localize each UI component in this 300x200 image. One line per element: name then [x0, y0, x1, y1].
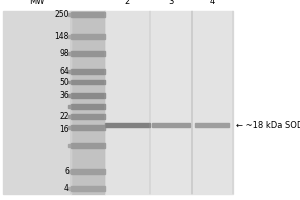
Bar	[70, 51, 105, 56]
Bar	[68, 144, 70, 147]
Bar	[68, 170, 70, 173]
Bar	[70, 93, 105, 98]
Bar	[192, 11, 232, 194]
Bar	[70, 125, 105, 130]
Bar	[68, 126, 70, 129]
Bar	[70, 69, 105, 74]
Bar	[70, 104, 105, 109]
Bar	[68, 52, 70, 55]
Bar	[68, 105, 70, 108]
Bar	[150, 11, 192, 194]
Text: 16: 16	[59, 125, 69, 134]
Text: ← ~18 kDa SOD1: ← ~18 kDa SOD1	[236, 121, 300, 130]
Text: 22: 22	[59, 112, 69, 121]
Bar	[105, 123, 150, 127]
Text: 250: 250	[55, 10, 69, 19]
Bar	[70, 12, 105, 17]
Text: 36: 36	[59, 91, 69, 100]
Text: 4: 4	[210, 0, 215, 6]
Bar	[70, 114, 105, 119]
Text: 98: 98	[59, 49, 69, 58]
Bar	[68, 187, 70, 190]
Bar	[68, 70, 70, 73]
Text: 2: 2	[125, 0, 130, 6]
Bar	[68, 94, 70, 97]
Text: 6: 6	[64, 167, 69, 176]
Bar	[68, 115, 70, 118]
Bar	[68, 81, 70, 83]
Bar	[105, 11, 150, 194]
Bar	[70, 143, 105, 148]
Text: 3: 3	[168, 0, 174, 6]
Bar	[70, 11, 105, 194]
Bar	[70, 80, 105, 84]
Bar	[68, 13, 70, 16]
Bar	[3, 11, 70, 194]
Text: MW: MW	[29, 0, 44, 6]
Text: 148: 148	[55, 32, 69, 41]
Bar	[70, 34, 105, 39]
Bar	[195, 123, 230, 127]
Bar	[70, 169, 105, 174]
Bar	[70, 186, 105, 191]
Text: 50: 50	[59, 78, 69, 87]
Bar	[152, 123, 190, 127]
Bar	[68, 35, 70, 38]
Text: 4: 4	[64, 184, 69, 193]
Text: 64: 64	[59, 67, 69, 76]
